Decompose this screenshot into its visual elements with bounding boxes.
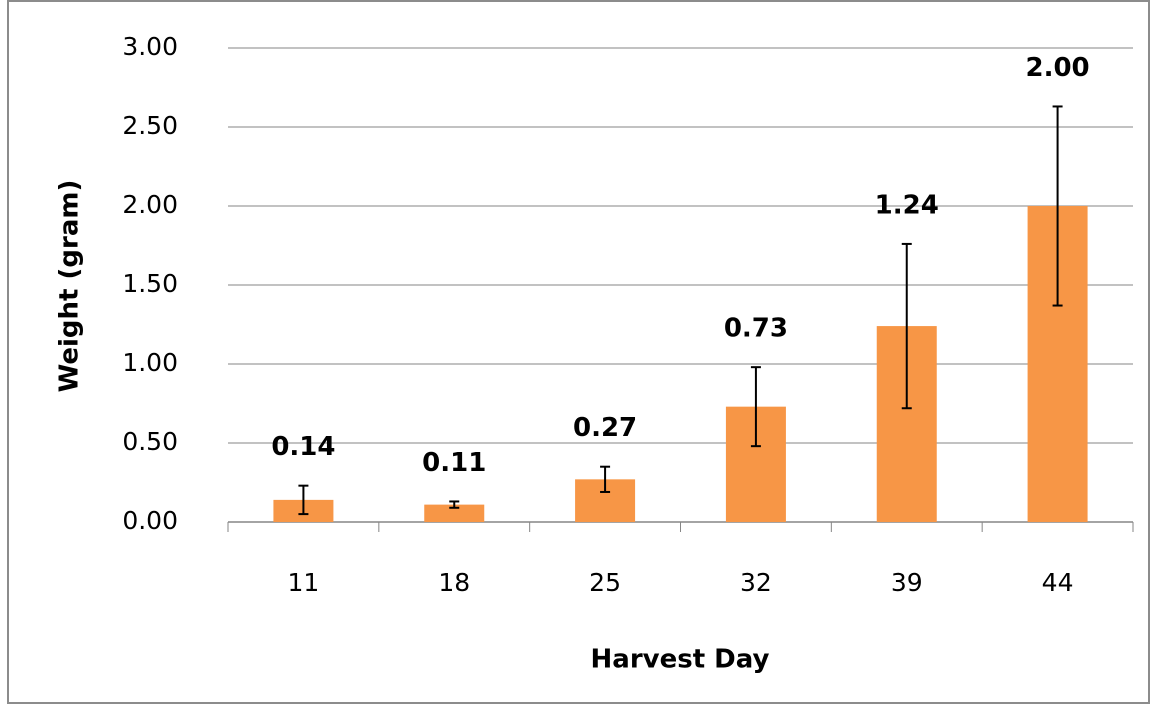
x-tick-label: 39 bbox=[891, 568, 923, 597]
y-tick-label: 3.00 bbox=[122, 32, 178, 61]
y-axis-title: Weight (gram) bbox=[55, 180, 85, 393]
x-tick-label: 25 bbox=[589, 568, 621, 597]
x-tick-label: 44 bbox=[1042, 568, 1074, 597]
y-tick-label: 2.00 bbox=[122, 190, 178, 219]
y-tick-label: 0.50 bbox=[122, 427, 178, 456]
value-label: 0.73 bbox=[724, 314, 788, 344]
y-tick-label: 0.00 bbox=[122, 506, 178, 535]
x-tick-label: 18 bbox=[438, 568, 470, 597]
value-label: 1.24 bbox=[875, 190, 939, 220]
value-label: 0.14 bbox=[271, 432, 335, 462]
y-tick-label: 1.50 bbox=[122, 269, 178, 298]
value-label: 0.27 bbox=[573, 413, 637, 443]
y-tick-label: 1.00 bbox=[122, 348, 178, 377]
x-tick-label: 32 bbox=[740, 568, 772, 597]
x-axis-title: Harvest Day bbox=[591, 645, 770, 675]
chart-frame bbox=[7, 0, 1150, 704]
bar bbox=[424, 504, 485, 522]
value-label: 2.00 bbox=[1026, 53, 1090, 83]
y-tick-label: 2.50 bbox=[122, 111, 178, 140]
value-label: 0.11 bbox=[422, 448, 486, 478]
x-tick-label: 11 bbox=[288, 568, 320, 597]
